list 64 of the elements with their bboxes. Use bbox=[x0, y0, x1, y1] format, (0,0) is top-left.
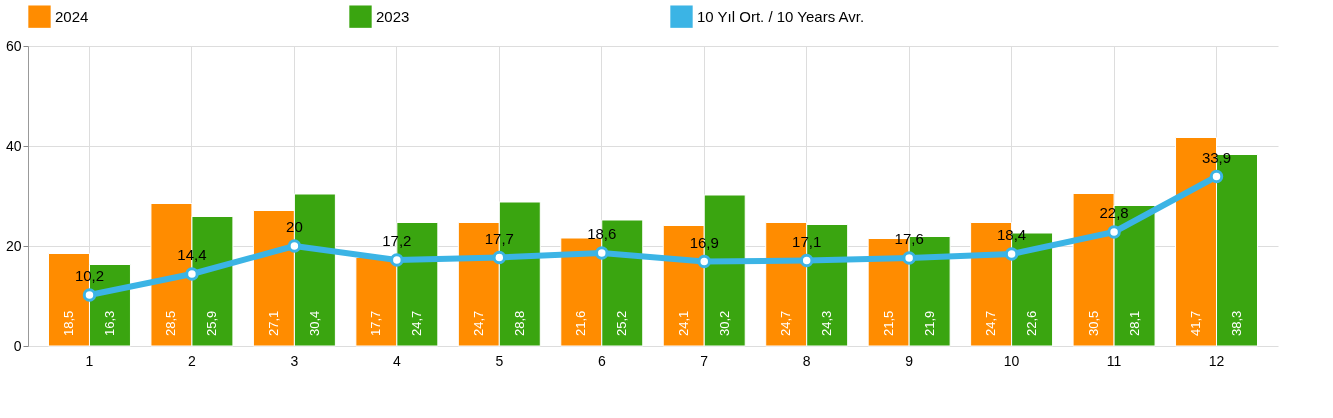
data-label: 30,4 bbox=[306, 310, 322, 336]
data-label: 25,2 bbox=[614, 310, 630, 336]
data-label: 28,1 bbox=[1126, 310, 1142, 336]
data-label: 10,2 bbox=[74, 267, 105, 284]
x-tick-label: 2 bbox=[188, 352, 197, 369]
data-label: 17,7 bbox=[484, 229, 514, 247]
data-label: 17,7 bbox=[368, 310, 384, 336]
point bbox=[799, 253, 814, 268]
data-label: 24,7 bbox=[778, 310, 794, 336]
y-tick-label: 20 bbox=[5, 237, 22, 254]
data-label: 24,7 bbox=[409, 310, 425, 336]
data-label: 14,4 bbox=[177, 246, 207, 263]
point bbox=[492, 250, 507, 265]
data-label: 33,9 bbox=[1201, 148, 1232, 166]
data-label: 17,1 bbox=[792, 232, 822, 250]
point bbox=[287, 239, 302, 253]
data-label: 22,8 bbox=[1099, 204, 1129, 221]
point bbox=[697, 254, 711, 269]
x-tick-label: 10 bbox=[1003, 352, 1020, 369]
y-tick-label: 0 bbox=[13, 337, 22, 354]
data-label: 24,7 bbox=[983, 310, 999, 336]
point bbox=[82, 288, 97, 302]
legend-label: 2024 bbox=[55, 7, 89, 25]
data-label: 21,9 bbox=[921, 310, 937, 336]
data-label: 30,5 bbox=[1085, 310, 1101, 336]
x-tick-label: 12 bbox=[1208, 352, 1225, 369]
data-label: 28,8 bbox=[511, 310, 527, 336]
x-tick-label: 6 bbox=[597, 352, 606, 369]
x-tick-label: 1 bbox=[85, 352, 94, 369]
data-label: 21,6 bbox=[573, 310, 589, 336]
point bbox=[390, 253, 404, 267]
data-label: 20 bbox=[286, 218, 303, 235]
legend-label: 2023 bbox=[376, 7, 410, 25]
data-label: 41,7 bbox=[1188, 310, 1204, 336]
data-label: 16,3 bbox=[101, 310, 117, 336]
data-label: 17,6 bbox=[894, 230, 924, 247]
data-label: 18,5 bbox=[60, 310, 76, 336]
data-label: 30,2 bbox=[716, 310, 732, 336]
data-label: 24,3 bbox=[819, 310, 835, 336]
point bbox=[1209, 169, 1224, 184]
y-tick-label: 40 bbox=[5, 137, 22, 154]
x-tick-label: 4 bbox=[392, 352, 401, 369]
x-tick-label: 9 bbox=[905, 352, 914, 369]
legend-label: 10 Yıl Ort. / 10 Years Avr. bbox=[697, 7, 865, 25]
data-label: 25,9 bbox=[204, 310, 220, 336]
data-label: 28,5 bbox=[163, 310, 179, 336]
point bbox=[595, 246, 609, 260]
x-tick-label: 3 bbox=[290, 352, 299, 369]
x-tick-label: 5 bbox=[495, 352, 504, 369]
point bbox=[1004, 247, 1019, 261]
data-label: 24,7 bbox=[470, 310, 486, 336]
data-label: 24,1 bbox=[675, 310, 691, 336]
data-label: 27,1 bbox=[265, 310, 281, 336]
x-tick-label: 8 bbox=[802, 352, 811, 369]
data-label: 22,6 bbox=[1024, 310, 1040, 336]
point bbox=[1107, 225, 1121, 239]
point bbox=[902, 251, 916, 265]
y-tick-label: 60 bbox=[5, 37, 22, 54]
x-tick-label: 7 bbox=[700, 352, 709, 369]
point bbox=[185, 267, 199, 281]
data-label: 21,5 bbox=[880, 310, 896, 336]
data-label: 16,9 bbox=[689, 233, 719, 251]
x-tick-label: 11 bbox=[1106, 352, 1122, 369]
data-label: 38,3 bbox=[1229, 310, 1245, 336]
